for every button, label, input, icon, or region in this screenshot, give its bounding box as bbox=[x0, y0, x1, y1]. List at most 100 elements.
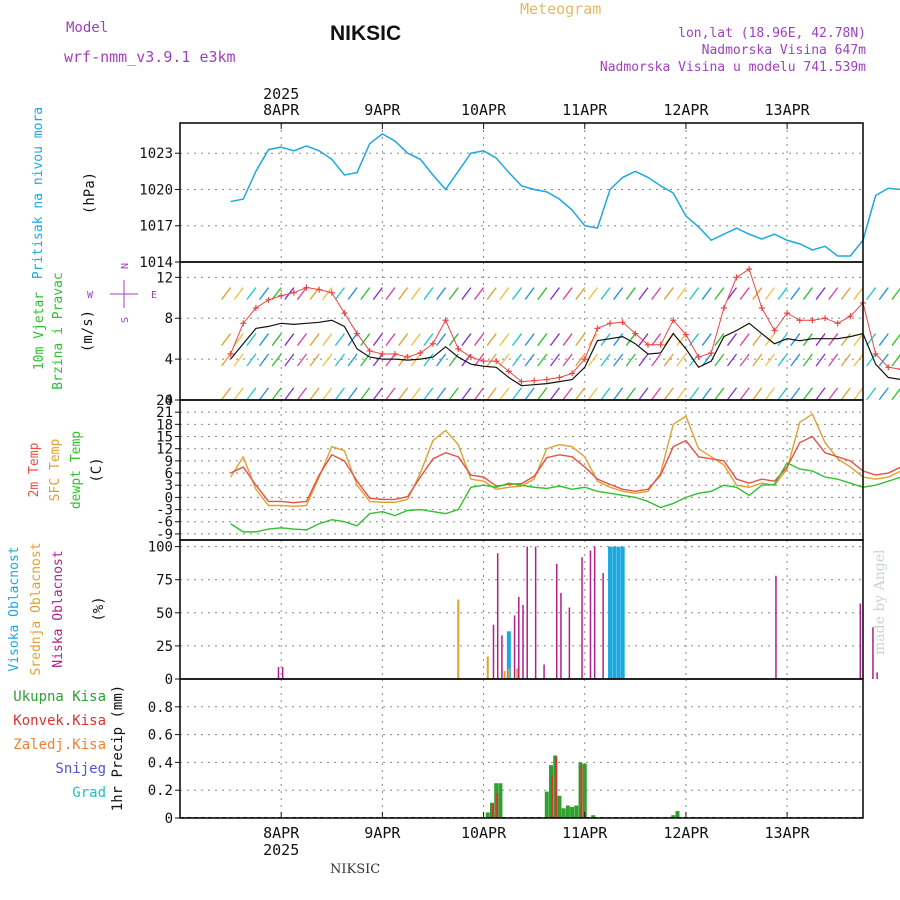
wind-gust-marker bbox=[328, 289, 335, 296]
wind-barb bbox=[423, 333, 434, 346]
precip-total-bar bbox=[498, 783, 503, 818]
wind-barb bbox=[815, 387, 826, 401]
wind-barb bbox=[385, 287, 396, 300]
wind-unit-label: (m/s) bbox=[80, 310, 96, 352]
wind-barb bbox=[322, 287, 333, 300]
wind-barb bbox=[815, 333, 826, 346]
bottom-day-label: 10APR bbox=[461, 824, 507, 842]
wind-barb bbox=[347, 353, 358, 367]
wind-barb bbox=[587, 353, 598, 367]
wind-barb bbox=[448, 387, 459, 401]
wind-barb bbox=[296, 333, 308, 346]
wind-gust-marker bbox=[847, 313, 854, 320]
wind-gust-marker bbox=[796, 317, 803, 324]
precip-total-bar bbox=[671, 815, 676, 818]
wind-barb bbox=[271, 333, 282, 346]
wind-barb bbox=[651, 387, 662, 401]
precip-total-bar bbox=[675, 811, 680, 818]
wind-barb bbox=[474, 333, 485, 346]
wind-barb bbox=[246, 287, 257, 300]
wind-gust-marker bbox=[341, 310, 348, 317]
wind-barb bbox=[562, 353, 573, 367]
wind-gust-marker bbox=[480, 358, 487, 365]
station-elevation: Nadmorska Visina 647m bbox=[701, 43, 866, 58]
cloud-low-bar bbox=[277, 667, 280, 679]
panel-frame bbox=[179, 399, 864, 541]
wind-barb bbox=[840, 333, 851, 346]
wind-barb bbox=[334, 287, 345, 300]
wind-barb bbox=[613, 387, 624, 401]
wind-barb bbox=[689, 387, 700, 401]
y-tick-label: 0.2 bbox=[148, 783, 173, 799]
wind-barb bbox=[638, 333, 649, 346]
wind-barb bbox=[651, 353, 662, 367]
wind-gust-marker bbox=[682, 331, 689, 338]
top-day-label: 10APR bbox=[461, 101, 507, 119]
wind-barb bbox=[840, 353, 851, 367]
wind-barb bbox=[701, 387, 712, 401]
y-tick-label: 1017 bbox=[139, 219, 173, 235]
top-day-label: 12APR bbox=[663, 101, 709, 119]
wind-barb bbox=[891, 287, 900, 300]
wind-barb bbox=[385, 333, 396, 346]
wind-barb bbox=[676, 387, 687, 401]
wind-gust-marker bbox=[632, 330, 639, 337]
wind-barb bbox=[511, 387, 523, 401]
wind-barb bbox=[613, 287, 624, 300]
wind-barb bbox=[322, 333, 333, 346]
wind-barb bbox=[398, 387, 409, 401]
wind-barb bbox=[752, 387, 763, 401]
wind-barb bbox=[739, 387, 750, 401]
wind-barb bbox=[802, 387, 813, 401]
wind-gust-marker bbox=[429, 340, 436, 347]
wind-barb bbox=[537, 333, 548, 346]
wind-gust-marker bbox=[455, 345, 462, 352]
pressure-line bbox=[230, 132, 900, 257]
cloud-high-bar bbox=[616, 546, 621, 679]
bottom-day-label: 11APR bbox=[562, 824, 608, 842]
precip-convective-bar bbox=[491, 804, 494, 818]
cloud-mid-bar bbox=[516, 668, 519, 679]
wind-barb bbox=[448, 287, 459, 300]
wind-barb bbox=[423, 353, 434, 367]
wind-barb bbox=[246, 387, 257, 401]
wind-barb bbox=[866, 387, 877, 401]
wind-barb bbox=[499, 287, 510, 300]
wind-gust-marker bbox=[252, 305, 259, 311]
wind-barb bbox=[575, 353, 586, 367]
wind-barb bbox=[499, 353, 510, 367]
precip-total-bar bbox=[544, 791, 549, 818]
y-tick-label: 4 bbox=[165, 352, 173, 368]
wind-barb bbox=[271, 353, 282, 367]
wind-barb bbox=[651, 287, 662, 300]
y-tick-label: 6 bbox=[165, 466, 173, 482]
wind-gust-marker bbox=[607, 320, 614, 327]
wind-barb bbox=[777, 387, 788, 401]
wind-barb bbox=[511, 287, 523, 300]
cloud-high-bar bbox=[612, 546, 617, 679]
cloud-low-bar bbox=[526, 546, 528, 679]
wind-barb bbox=[878, 353, 889, 367]
wind-gust-marker bbox=[366, 347, 373, 354]
cloud-high-axis-label: Visoka Oblacnost bbox=[7, 546, 22, 671]
wind-barb bbox=[663, 387, 674, 401]
precip-total-bar bbox=[557, 795, 562, 818]
wind-barb bbox=[878, 387, 889, 401]
wind-barb bbox=[676, 353, 687, 367]
wind-barb bbox=[474, 287, 485, 300]
wind-barb bbox=[221, 353, 232, 367]
wind-barb bbox=[360, 287, 371, 300]
precip-convective-bar bbox=[551, 776, 554, 818]
wind-gust-marker bbox=[758, 305, 765, 311]
precip-total-bar bbox=[485, 812, 490, 818]
wind-barb bbox=[233, 353, 244, 367]
cloud-mid-bar bbox=[507, 668, 510, 679]
wind-barb bbox=[309, 333, 320, 346]
panel-frame bbox=[179, 678, 864, 819]
panel-frame bbox=[179, 122, 864, 263]
compass-south-label: S bbox=[120, 317, 131, 323]
wind-barb bbox=[638, 287, 649, 300]
wind-gust-marker bbox=[695, 354, 702, 361]
wind-gust-marker bbox=[379, 351, 386, 357]
